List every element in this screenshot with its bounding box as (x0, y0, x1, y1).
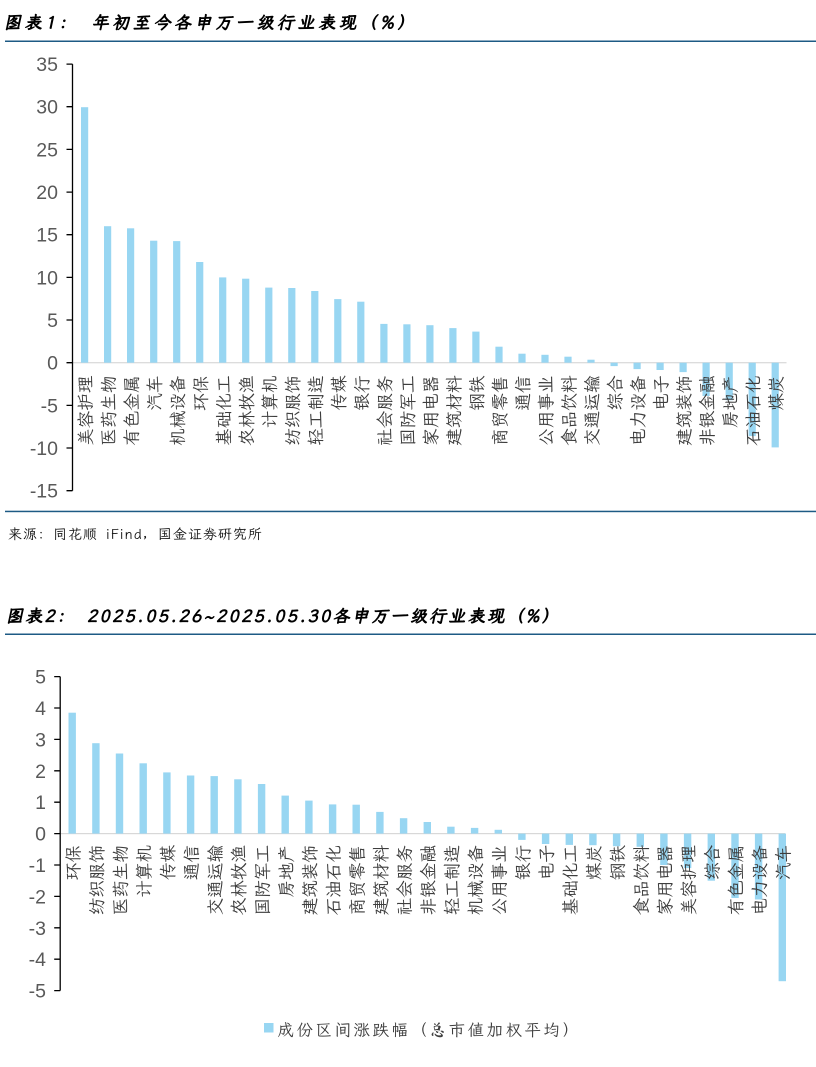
svg-text:-4: -4 (29, 949, 46, 971)
svg-text:5: 5 (35, 667, 46, 689)
svg-text:35: 35 (36, 54, 58, 76)
svg-text:-10: -10 (30, 438, 58, 460)
svg-text:3: 3 (35, 729, 46, 751)
svg-text:-1: -1 (29, 855, 46, 877)
svg-text:4: 4 (35, 698, 46, 720)
svg-text:15: 15 (36, 225, 58, 247)
svg-text:2: 2 (35, 761, 46, 783)
svg-text:25: 25 (36, 139, 58, 161)
svg-text:1: 1 (35, 792, 46, 814)
svg-text:20: 20 (36, 182, 58, 204)
svg-text:30: 30 (36, 97, 58, 119)
svg-text:-5: -5 (29, 981, 46, 1003)
svg-text:10: 10 (36, 267, 58, 289)
svg-text:5: 5 (47, 310, 58, 332)
svg-text:-2: -2 (29, 886, 46, 908)
svg-text:-5: -5 (41, 395, 58, 417)
svg-text:0: 0 (35, 824, 46, 846)
svg-text:-15: -15 (30, 481, 58, 503)
svg-text:-3: -3 (29, 918, 46, 940)
svg-text:0: 0 (47, 353, 58, 375)
